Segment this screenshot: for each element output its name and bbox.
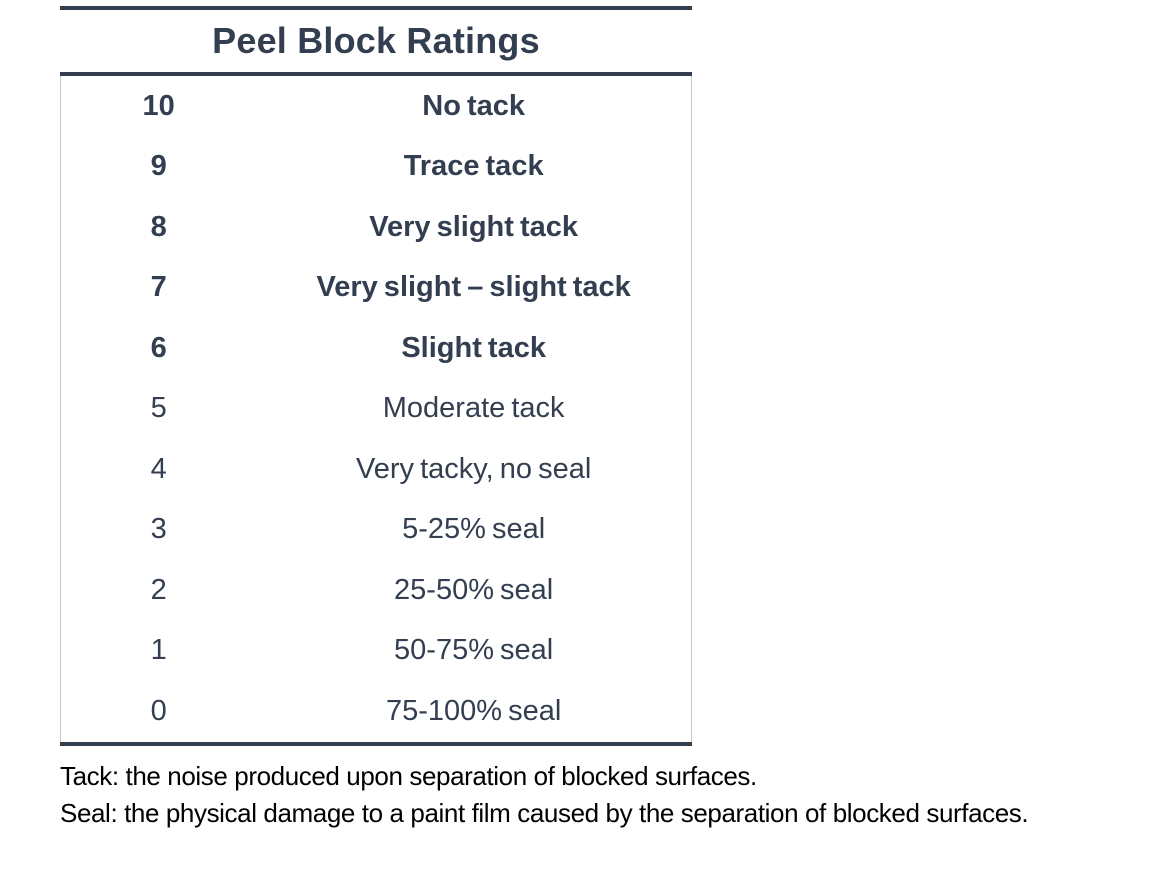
rating-cell: 5 <box>150 392 167 425</box>
table-row: 4 Very tacky, no seal <box>61 439 691 500</box>
table-row: 1 50-75% seal <box>61 621 691 682</box>
table-title: Peel Block Ratings <box>212 20 540 61</box>
rating-cell: 3 <box>150 513 167 546</box>
table-body: 10 No tack 9 Trace tack 8 Very slight ta… <box>60 76 692 742</box>
description-cell: Moderate tack <box>382 392 565 425</box>
description-cell: Very slight – slight tack <box>316 271 631 304</box>
description-cell: 5-25% seal <box>402 513 546 546</box>
table-row: 3 5-25% seal <box>61 500 691 561</box>
table-header-border <box>60 72 692 76</box>
table-row: 2 25-50% seal <box>61 560 691 621</box>
rating-cell: 0 <box>150 694 167 727</box>
footnote-tack: Tack: the noise produced upon separation… <box>60 761 757 791</box>
table-row: 10 No tack <box>61 76 691 137</box>
description-cell: 75-100% seal <box>385 694 562 727</box>
rating-cell: 10 <box>142 89 175 122</box>
rating-cell: 4 <box>150 452 167 485</box>
table-row: 7 Very slight – slight tack <box>61 258 691 319</box>
rating-cell: 7 <box>150 271 167 304</box>
table-row: 5 Moderate tack <box>61 379 691 440</box>
rating-cell: 8 <box>150 210 167 243</box>
description-cell: Slight tack <box>401 331 546 364</box>
table-bottom-border <box>60 741 692 746</box>
rating-cell: 2 <box>150 573 167 606</box>
footnotes: Tack: the noise produced upon separation… <box>60 758 1029 832</box>
rating-cell: 9 <box>150 150 167 183</box>
peel-block-ratings-table: Peel Block Ratings 10 No tack 9 Trace ta… <box>60 6 692 746</box>
table-top-border <box>60 6 692 10</box>
table-row: 0 75-100% seal <box>61 681 691 742</box>
description-cell: 50-75% seal <box>394 634 554 667</box>
description-cell: Trace tack <box>403 150 544 183</box>
description-cell: Very slight tack <box>369 210 579 243</box>
table-row: 8 Very slight tack <box>61 197 691 258</box>
description-cell: No tack <box>422 89 526 122</box>
rating-cell: 6 <box>150 331 167 364</box>
description-cell: 25-50% seal <box>394 573 554 606</box>
description-cell: Very tacky, no seal <box>356 452 592 485</box>
table-row: 9 Trace tack <box>61 137 691 198</box>
footnote-seal: Seal: the physical damage to a paint fil… <box>60 798 1029 828</box>
table-row: 6 Slight tack <box>61 318 691 379</box>
rating-cell: 1 <box>150 634 167 667</box>
